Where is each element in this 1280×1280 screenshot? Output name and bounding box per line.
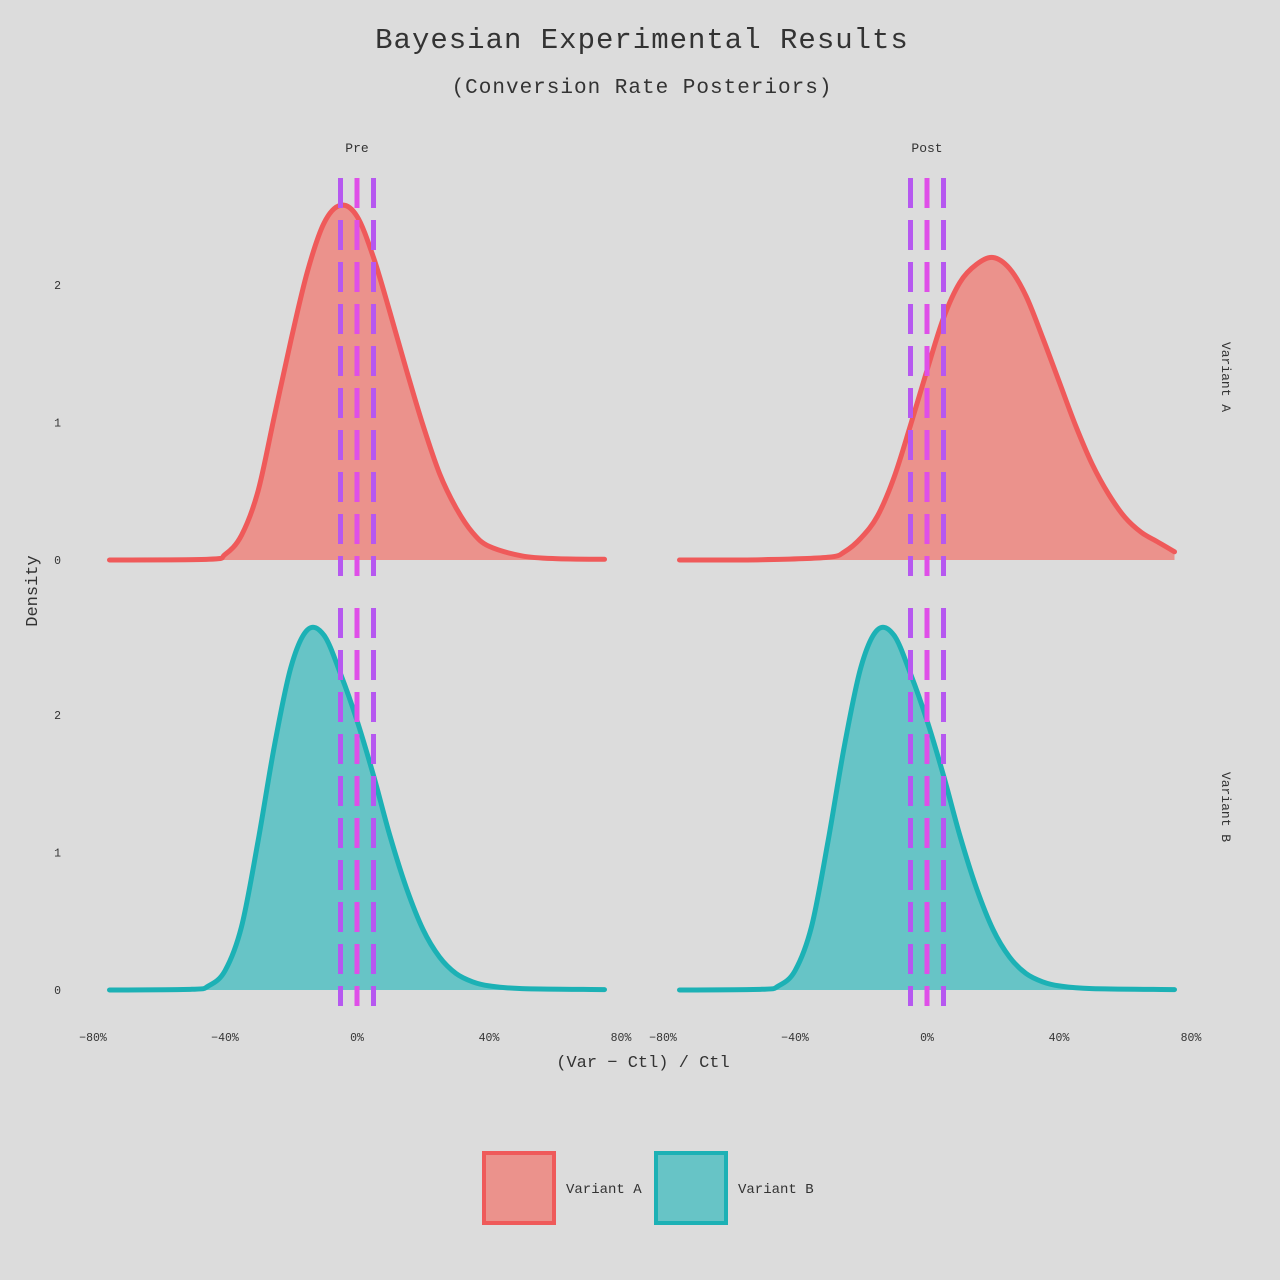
panel-variant-a-post: [677, 178, 1177, 576]
x-tick-post-4: 80%: [1181, 1032, 1202, 1045]
panel-variant-b-pre: [107, 608, 607, 1006]
x-tick-post-2: 0%: [920, 1032, 934, 1045]
density-fill-variant-a-pre: [109, 205, 605, 561]
y-tick-variant-a-2: 2: [54, 280, 61, 293]
x-tick-pre-3: 40%: [479, 1032, 500, 1045]
density-line-variant-a-pre: [107, 202, 607, 563]
legend-label-variant-a: Variant A: [566, 1182, 642, 1198]
panel-variant-b-post: [677, 608, 1177, 1006]
density-fill-variant-b-post: [679, 627, 1175, 990]
legend-swatch-variant-a: [482, 1151, 556, 1225]
legend-label-variant-b: Variant B: [738, 1182, 814, 1198]
row-strip-variant-b: Variant B: [1218, 772, 1233, 842]
column-strip-pre: Pre: [345, 141, 368, 156]
y-tick-variant-b-2: 2: [54, 710, 61, 723]
column-strip-post: Post: [911, 141, 942, 156]
axis-ticks: −80% −40% 0% 40% 80% −80% −40% 0% 40% 80% 0 1 2 0 1 2: [54, 280, 1201, 1045]
density-line-variant-b-post: [677, 624, 1177, 993]
x-tick-pre-2: 0%: [350, 1032, 364, 1045]
panels: [107, 178, 1177, 1006]
density-line-variant-b-pre: [107, 624, 607, 993]
x-axis-label: (Var − Ctl) / Ctl: [556, 1054, 729, 1073]
x-tick-pre-1: −40%: [211, 1032, 239, 1045]
x-tick-pre-0: −80%: [79, 1032, 107, 1045]
panel-variant-a-pre: [107, 178, 607, 576]
y-tick-variant-b-0: 0: [54, 985, 61, 998]
chart-title: Bayesian Experimental Results: [375, 24, 909, 57]
density-fill-variant-b-pre: [109, 627, 605, 990]
y-axis-label: Density: [24, 555, 43, 626]
row-strip-variant-a: Variant A: [1218, 342, 1233, 412]
y-tick-variant-a-1: 1: [54, 418, 61, 431]
legend-swatch-variant-b: [654, 1151, 728, 1225]
legend: Variant A Variant B: [482, 1151, 814, 1225]
x-tick-post-3: 40%: [1049, 1032, 1070, 1045]
chart-subtitle: (Conversion Rate Posteriors): [452, 77, 833, 100]
x-tick-pre-4: 80%: [611, 1032, 632, 1045]
x-tick-post-0: −80%: [649, 1032, 677, 1045]
y-tick-variant-b-1: 1: [54, 848, 61, 861]
x-tick-post-1: −40%: [781, 1032, 809, 1045]
density-line-variant-a-post: [677, 254, 1177, 563]
y-tick-variant-a-0: 0: [54, 555, 61, 568]
